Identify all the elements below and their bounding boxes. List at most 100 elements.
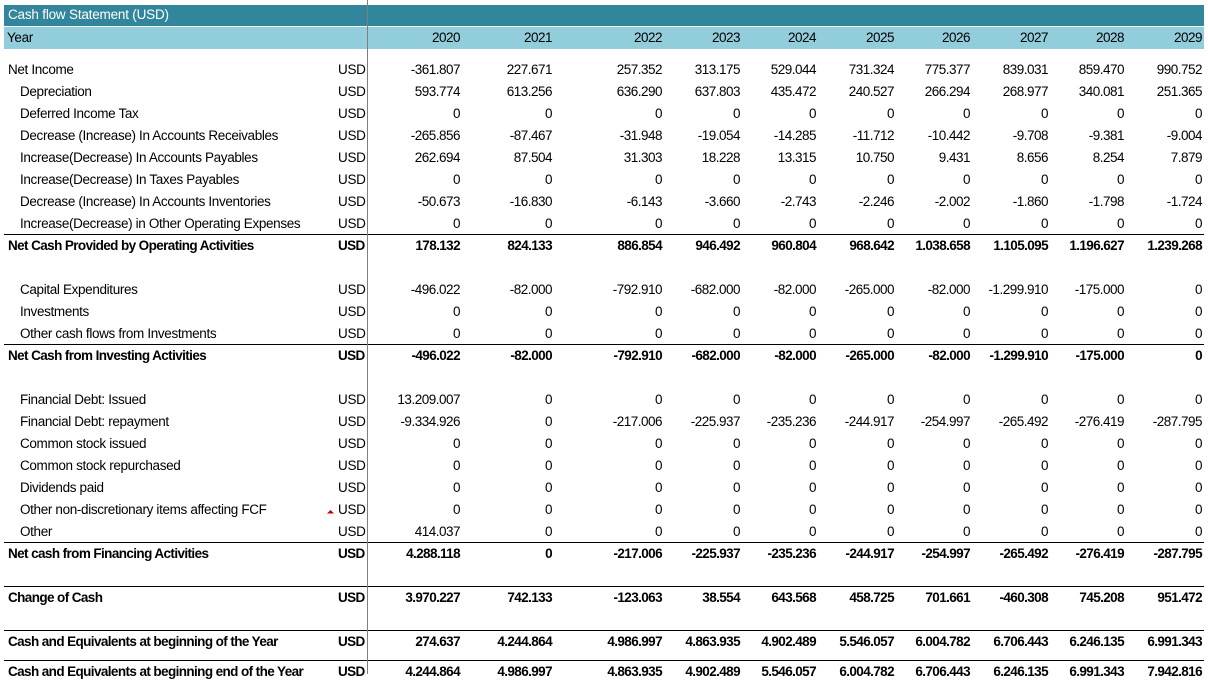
value-cell[interactable]: -460.308 (999, 590, 1049, 605)
value-cell[interactable]: -496.022 (411, 348, 461, 363)
value-cell[interactable]: 0 (732, 502, 741, 517)
value-cell[interactable]: -82.000 (509, 282, 553, 297)
value-cell[interactable]: 7.879 (1170, 150, 1203, 165)
value-cell[interactable]: -361.807 (410, 62, 461, 77)
unit-cell[interactable]: USD (338, 106, 366, 121)
row-label[interactable]: Net cash from Financing Activities (8, 546, 209, 561)
value-cell[interactable]: -265.856 (410, 128, 461, 143)
value-cell[interactable]: 3.970.227 (405, 590, 460, 605)
value-cell[interactable]: 0 (1116, 436, 1125, 451)
value-cell[interactable]: 0 (1194, 106, 1203, 121)
value-cell[interactable]: 0 (808, 392, 817, 407)
value-cell[interactable]: 731.324 (848, 62, 895, 77)
value-cell[interactable]: 0 (886, 172, 895, 187)
value-cell[interactable]: 0 (732, 106, 741, 121)
value-cell[interactable]: 0 (962, 326, 971, 341)
value-cell[interactable]: 643.568 (771, 590, 816, 605)
value-cell[interactable]: -14.285 (773, 128, 817, 143)
value-cell[interactable]: -217.006 (613, 546, 663, 561)
value-cell[interactable]: -254.997 (921, 546, 971, 561)
unit-cell[interactable]: USD (338, 194, 366, 209)
value-cell[interactable]: 0 (654, 524, 663, 539)
value-cell[interactable]: 0 (544, 392, 553, 407)
value-cell[interactable]: 0 (1040, 326, 1049, 341)
unit-cell[interactable]: USD (338, 172, 366, 187)
value-cell[interactable]: 0 (452, 458, 461, 473)
value-cell[interactable]: 0 (654, 480, 663, 495)
year-header-cell[interactable]: 2023 (711, 30, 741, 45)
row-label[interactable]: Increase(Decrease) In Taxes Payables (20, 172, 240, 187)
value-cell[interactable]: 313.175 (694, 62, 741, 77)
value-cell[interactable]: 0 (1194, 304, 1203, 319)
unit-cell[interactable]: USD (338, 150, 366, 165)
value-cell[interactable]: 0 (1116, 326, 1125, 341)
row-label[interactable]: Financial Debt: repayment (20, 414, 169, 429)
value-cell[interactable]: 240.527 (848, 84, 895, 99)
value-cell[interactable]: 0 (962, 304, 971, 319)
value-cell[interactable]: 268.977 (1002, 84, 1049, 99)
value-cell[interactable]: 0 (962, 106, 971, 121)
row-label[interactable]: Common stock issued (20, 436, 147, 451)
value-cell[interactable]: -2.743 (780, 194, 817, 209)
value-cell[interactable]: -9.381 (1088, 128, 1125, 143)
unit-cell[interactable]: USD (338, 524, 366, 539)
value-cell[interactable]: -1.798 (1088, 194, 1125, 209)
unit-cell[interactable]: USD (338, 414, 366, 429)
value-cell[interactable]: 0 (1116, 480, 1125, 495)
value-cell[interactable]: 0 (962, 392, 971, 407)
value-cell[interactable]: 0 (544, 480, 553, 495)
value-cell[interactable]: 0 (1194, 458, 1203, 473)
value-cell[interactable]: 0 (886, 326, 895, 341)
value-cell[interactable]: 9.431 (938, 150, 971, 165)
value-cell[interactable]: -82.000 (928, 348, 970, 363)
unit-cell[interactable]: USD (338, 392, 366, 407)
value-cell[interactable]: 6.991.343 (1069, 664, 1124, 679)
value-cell[interactable]: 0 (732, 436, 741, 451)
row-label[interactable]: Increase(Decrease) In Accounts Payables (20, 150, 258, 165)
unit-cell[interactable]: USD (338, 128, 366, 143)
value-cell[interactable]: 458.725 (849, 590, 894, 605)
value-cell[interactable]: 701.661 (925, 590, 970, 605)
row-label[interactable]: Depreciation (20, 84, 92, 99)
row-label[interactable]: Increase(Decrease) in Other Operating Ex… (20, 216, 301, 231)
value-cell[interactable]: 946.492 (695, 238, 740, 253)
value-cell[interactable]: 0 (962, 458, 971, 473)
value-cell[interactable]: 0 (732, 172, 741, 187)
value-cell[interactable]: 5.546.057 (839, 634, 894, 649)
value-cell[interactable]: 4.902.489 (685, 664, 740, 679)
value-cell[interactable]: 0 (1040, 106, 1049, 121)
value-cell[interactable]: 4.244.864 (405, 664, 460, 679)
value-cell[interactable]: 636.290 (616, 84, 663, 99)
value-cell[interactable]: 1.105.095 (993, 238, 1048, 253)
value-cell[interactable]: 0 (1116, 524, 1125, 539)
value-cell[interactable]: -244.917 (844, 414, 895, 429)
unit-cell[interactable]: USD (338, 326, 366, 341)
value-cell[interactable]: 0 (1040, 524, 1049, 539)
value-cell[interactable]: 0 (1116, 458, 1125, 473)
value-cell[interactable]: 0 (1194, 524, 1203, 539)
value-cell[interactable]: 0 (544, 414, 553, 429)
row-label[interactable]: Dividends paid (20, 480, 104, 495)
value-cell[interactable]: 0 (962, 502, 971, 517)
row-label[interactable]: Net Cash Provided by Operating Activitie… (8, 238, 254, 253)
value-cell[interactable]: 0 (732, 326, 741, 341)
unit-cell[interactable]: USD (338, 590, 365, 605)
value-cell[interactable]: -265.492 (999, 546, 1049, 561)
value-cell[interactable]: -225.937 (690, 414, 741, 429)
value-cell[interactable]: 0 (808, 458, 817, 473)
value-cell[interactable]: 0 (1116, 502, 1125, 517)
value-cell[interactable]: -11.712 (852, 128, 895, 143)
unit-cell[interactable]: USD (338, 238, 365, 253)
row-label[interactable]: Other (20, 524, 53, 539)
value-cell[interactable]: 0 (1194, 436, 1203, 451)
row-label[interactable]: Capital Expenditures (20, 282, 138, 297)
value-cell[interactable]: -9.004 (1166, 128, 1203, 143)
row-label[interactable]: Decrease (Increase) In Accounts Receivab… (20, 128, 279, 143)
unit-cell[interactable]: USD (338, 664, 365, 679)
value-cell[interactable]: 8.656 (1016, 150, 1049, 165)
unit-cell[interactable]: USD (338, 502, 366, 517)
value-cell[interactable]: 4.244.864 (497, 634, 552, 649)
value-cell[interactable]: 257.352 (616, 62, 663, 77)
year-header-cell[interactable]: 2022 (633, 30, 663, 45)
value-cell[interactable]: 0 (1116, 216, 1125, 231)
